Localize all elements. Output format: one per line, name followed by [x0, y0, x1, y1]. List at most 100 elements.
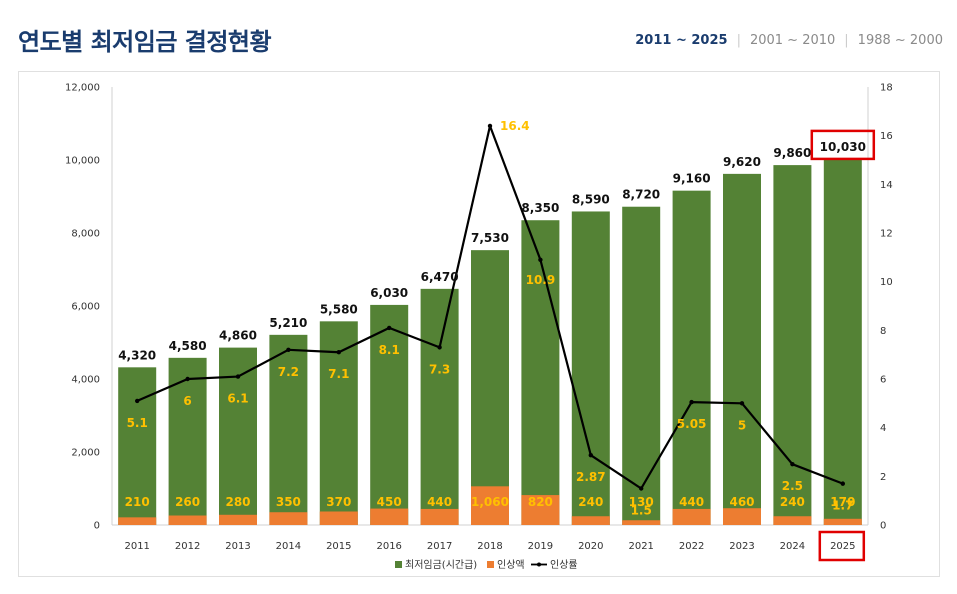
- wage-bar: [370, 304, 409, 525]
- rate-point: [689, 399, 694, 405]
- wage-label: 6,470: [421, 270, 459, 284]
- rate-label: 1.5: [631, 504, 652, 518]
- x-axis-tick: 2015: [326, 541, 351, 552]
- wage-label: 4,860: [219, 329, 257, 343]
- left-axis-tick: 6,000: [71, 302, 100, 313]
- rate-label: 6: [183, 394, 191, 408]
- wage-bar: [622, 206, 661, 525]
- rate-point: [840, 481, 845, 486]
- wage-label: 9,620: [723, 155, 761, 169]
- wage-label: 6,030: [370, 286, 408, 300]
- x-axis-tick: 2017: [427, 541, 452, 552]
- wage-bar: [723, 173, 761, 525]
- increase-bar: [319, 511, 358, 525]
- wage-bar: [269, 334, 308, 525]
- rate-label: 5: [738, 418, 746, 432]
- wage-label: 4,320: [118, 348, 156, 362]
- left-axis-tick: 10,000: [65, 156, 100, 167]
- right-axis-tick: 0: [880, 521, 886, 532]
- x-axis-tick: 2023: [729, 541, 754, 552]
- increase-bar: [672, 508, 711, 525]
- wage-label: 4,580: [169, 339, 207, 353]
- increase-bar: [420, 508, 459, 525]
- increase-label: 450: [377, 495, 402, 509]
- x-axis-tick: 2012: [175, 541, 200, 552]
- wage-label: 5,580: [320, 302, 358, 316]
- legend-label-wage: 최저임금(시간급): [405, 558, 477, 571]
- x-axis-tick: 2020: [578, 541, 603, 552]
- wage-label: 9,160: [673, 172, 711, 186]
- increase-label: 260: [175, 495, 200, 509]
- rate-point: [387, 325, 392, 331]
- wage-label: 8,720: [622, 188, 660, 202]
- tab-divider: |: [844, 33, 849, 48]
- increase-label: 210: [125, 495, 150, 509]
- rate-label: 10.9: [526, 273, 556, 287]
- increase-bar: [219, 514, 257, 525]
- x-axis-tick: 2011: [124, 541, 149, 552]
- rate-point: [135, 398, 140, 404]
- legend-label-rate: 인상률: [550, 559, 578, 571]
- rate-point: [790, 461, 795, 467]
- rate-point: [739, 401, 745, 406]
- right-axis-tick: 14: [880, 180, 893, 191]
- left-axis-tick: 0: [94, 521, 100, 532]
- increase-bar: [773, 516, 812, 525]
- wage-bar: [571, 211, 610, 525]
- rate-label: 2.87: [576, 470, 606, 484]
- tab-2001-2010[interactable]: 2001 ~ 2010: [749, 33, 836, 48]
- rate-point: [235, 374, 241, 379]
- increase-bar: [269, 512, 308, 525]
- right-axis-tick: 18: [880, 83, 893, 94]
- increase-label: 370: [326, 495, 351, 509]
- increase-bar: [370, 508, 409, 525]
- wage-bar: [471, 250, 509, 525]
- tab-divider: |: [736, 33, 741, 48]
- rate-label: 7.1: [328, 367, 349, 381]
- x-axis-tick: 2018: [477, 541, 502, 552]
- rate-point: [538, 257, 543, 262]
- rate-point: [588, 452, 593, 458]
- tab-1988-2000[interactable]: 1988 ~ 2000: [857, 33, 943, 48]
- chart-frame: [18, 71, 940, 577]
- page-title: 연도별 최저임금 결정현황: [18, 28, 272, 56]
- right-axis-tick: 8: [880, 326, 886, 337]
- rate-label: 7.3: [429, 362, 450, 376]
- wage-bar: [420, 288, 459, 525]
- highlight-box-value: [810, 129, 876, 161]
- legend-swatch-increase: [487, 561, 494, 568]
- increase-label: 350: [276, 495, 301, 509]
- x-axis-tick: 2024: [780, 541, 805, 552]
- rate-point: [286, 347, 291, 352]
- tab-2011-2025[interactable]: 2011 ~ 2025: [635, 33, 728, 48]
- increase-label: 440: [427, 495, 452, 509]
- increase-label: 440: [679, 495, 704, 509]
- rate-point: [487, 123, 493, 129]
- rate-label: 5.1: [127, 416, 148, 430]
- legend-swatch-wage: [395, 561, 402, 568]
- rate-point: [437, 345, 442, 350]
- rate-point: [336, 350, 341, 355]
- increase-label: 820: [528, 495, 553, 509]
- x-axis-tick: 2016: [376, 541, 401, 552]
- right-axis-tick: 10: [880, 277, 893, 288]
- left-axis-tick: 12,000: [65, 83, 100, 94]
- rate-label: 2.5: [782, 479, 803, 493]
- x-axis-tick: 2013: [225, 541, 250, 552]
- rate-label: 5.05: [677, 417, 707, 431]
- rate-label: 16.4: [500, 119, 530, 133]
- increase-label: 1,060: [471, 495, 509, 509]
- increase-bar: [521, 495, 560, 525]
- increase-label: 170: [830, 495, 855, 509]
- wage-label: 9,860: [773, 146, 811, 160]
- rate-label: 8.1: [379, 343, 400, 357]
- increase-label: 130: [629, 495, 654, 509]
- wage-bar: [521, 220, 560, 525]
- increase-bar: [622, 520, 661, 525]
- wage-bar: [672, 190, 711, 525]
- legend-label-increase: 인상액: [497, 559, 525, 571]
- x-axis-tick: 2022: [679, 541, 704, 552]
- right-axis-tick: 16: [880, 131, 893, 142]
- wage-label: 10,030: [820, 140, 866, 154]
